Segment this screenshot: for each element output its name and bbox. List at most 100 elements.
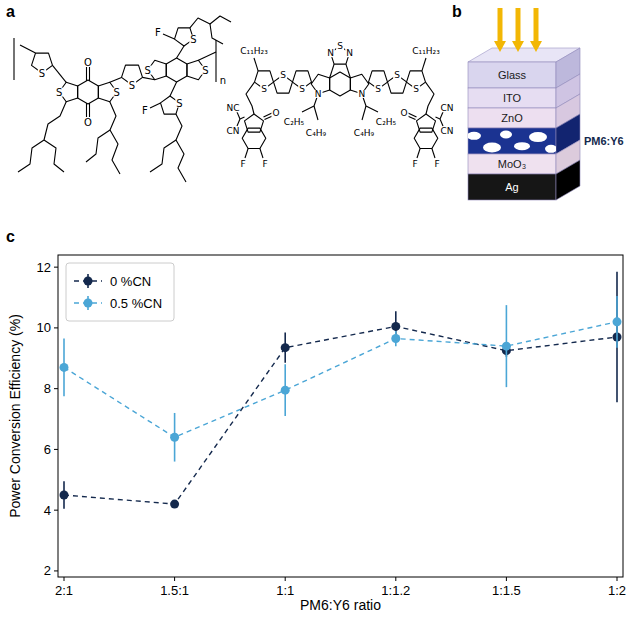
atom-label: S [413, 84, 419, 94]
bond [432, 149, 435, 159]
x-tick-label: 1.5:1 [160, 583, 189, 598]
bond [150, 103, 161, 108]
label-ground [55, 88, 63, 97]
label-ground [113, 88, 121, 97]
y-tick [54, 388, 58, 389]
bond [330, 64, 335, 78]
bond [86, 103, 87, 117]
label-ground [298, 85, 306, 93]
bond [198, 52, 216, 60]
bond [176, 114, 186, 182]
plot-area [58, 255, 623, 577]
atom-label: S [190, 34, 196, 45]
atom-label: N [358, 89, 365, 99]
bond [265, 116, 273, 120]
legend-marker [84, 277, 93, 286]
label-ground [239, 47, 269, 55]
x-tick-label: 1:1.5 [492, 583, 521, 598]
atom-label: S [56, 87, 62, 98]
atom-label: F [412, 159, 417, 169]
bond [362, 106, 366, 120]
x-axis-title: PM6:Y6 ratio [300, 597, 381, 613]
panel-c-chart: 246810122:11.5:11:11:1.21:1.51:2PM6:Y6 r… [7, 255, 626, 613]
layer-label: ZnO [501, 112, 523, 124]
label-ground [411, 160, 418, 168]
data-point [60, 490, 69, 499]
bond [18, 102, 66, 172]
atom-label: S [129, 80, 135, 91]
bond [89, 67, 90, 81]
atom-label: C₁₁H₂₃ [240, 46, 268, 56]
atom-label: O [84, 57, 92, 68]
bond [346, 64, 351, 78]
label-ground [83, 58, 93, 67]
label-ground [154, 28, 162, 37]
y6-structure: SNNNNSSSSSSC₁₁H₂₃C₁₁H₂₃C₂H₅C₄H₉C₂H₅C₄H₉N… [225, 41, 454, 169]
bond [20, 45, 36, 53]
label-ground [375, 118, 398, 126]
data-point [613, 317, 622, 326]
domain-blob [500, 131, 512, 139]
label-ground [357, 90, 366, 98]
domain-blob [468, 132, 481, 140]
atom-label: C₁₁H₂₃ [412, 46, 440, 56]
label-ground [412, 85, 420, 93]
atom-label: S [176, 98, 182, 109]
atom-label: O [84, 117, 92, 128]
series-line [64, 322, 617, 438]
bond [260, 149, 263, 159]
bond [86, 130, 110, 162]
atom-label: CN [440, 126, 453, 136]
bond [368, 82, 369, 84]
ring [166, 58, 187, 82]
x-tick [174, 577, 175, 581]
y-tick [54, 510, 58, 511]
plot-frame [58, 255, 623, 577]
x-tick-label: 1:1.2 [381, 583, 410, 598]
bond [254, 58, 258, 71]
figure: abcSSSSSSSSOOFFnSNNNNSSSSSSC₁₁H₂₃C₁₁H₂₃C… [0, 0, 636, 618]
layer-front [468, 154, 556, 174]
atom-label: CN [440, 103, 453, 113]
label-ground [345, 49, 354, 57]
label-ground [336, 42, 344, 50]
bond [245, 149, 248, 159]
label-ground [141, 106, 149, 115]
atom-label: S [280, 70, 286, 80]
label-ground [175, 99, 183, 108]
bond [163, 34, 175, 39]
bond [246, 82, 255, 114]
atom-label: S [375, 84, 381, 94]
ring [242, 128, 266, 148]
atom-label: F [434, 159, 439, 169]
atom-label: NC [226, 103, 239, 113]
error-bar [616, 272, 618, 403]
label-ground [83, 118, 93, 127]
panel-label: c [6, 228, 15, 245]
label-ground [225, 127, 240, 135]
legend-marker [84, 299, 93, 308]
data-point [281, 343, 290, 352]
bond [89, 103, 90, 117]
atom-label: C₄H₉ [306, 128, 327, 138]
ring [414, 128, 438, 148]
layer-front [468, 174, 556, 200]
bond [311, 82, 312, 84]
atom-label: CN [226, 126, 239, 136]
y-tick-label: 2 [44, 563, 51, 578]
pm6-structure: SSSSSSSSOOFFn [14, 16, 231, 182]
layer-front [468, 88, 556, 108]
light-arrow [534, 8, 539, 42]
label-ground [305, 129, 328, 137]
blend-domains [468, 131, 556, 153]
label-ground [399, 109, 408, 117]
atom-label: C₄H₉ [354, 128, 375, 138]
bond [408, 116, 416, 120]
light-arrow [498, 8, 503, 42]
atom-label: F [240, 159, 245, 169]
layer-front [468, 62, 556, 88]
layer-label: ITO [503, 92, 522, 104]
legend-box [66, 263, 174, 321]
light-arrow-head [512, 41, 524, 52]
label-ground [433, 160, 440, 168]
